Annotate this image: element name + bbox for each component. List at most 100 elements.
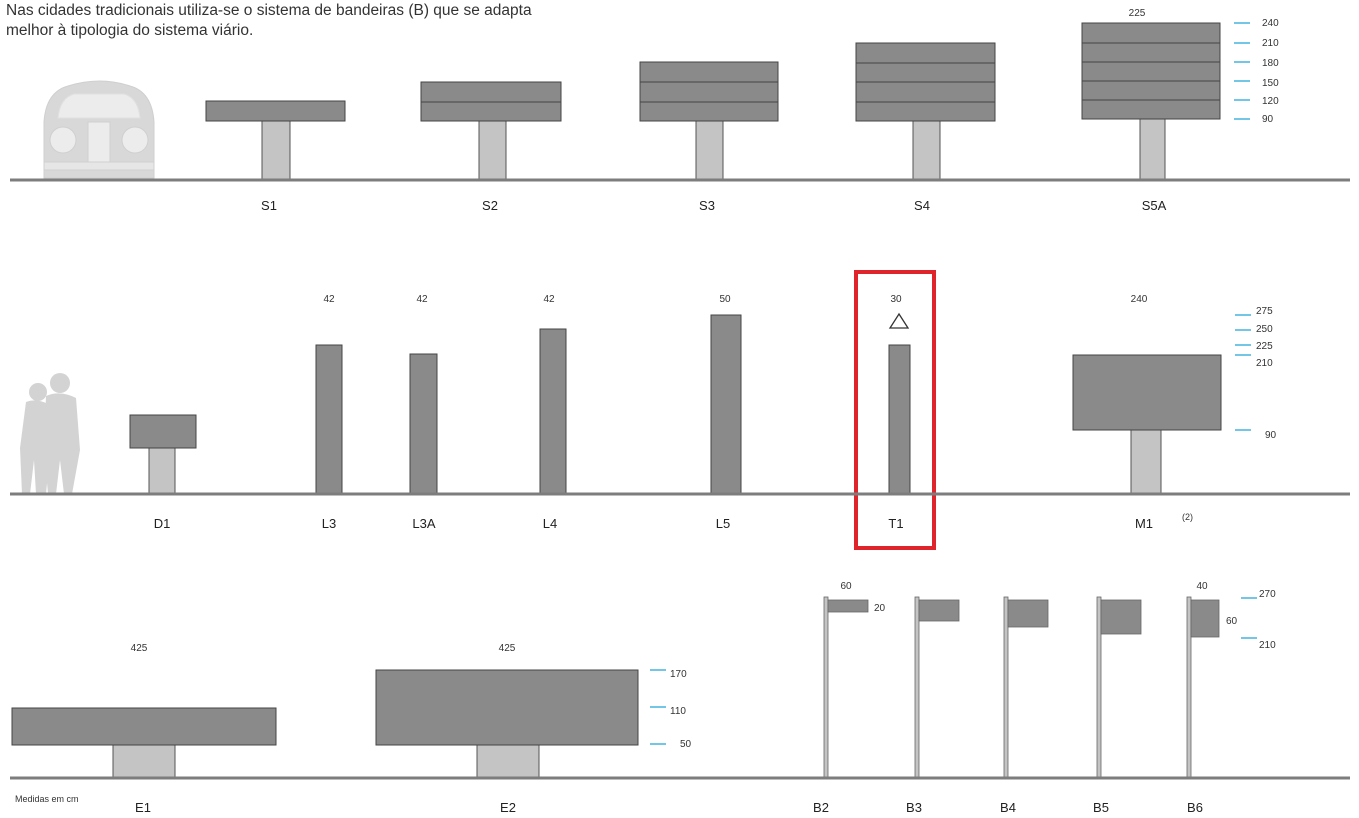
label-s1: S1 [261, 198, 277, 213]
row-3-group: 425 425 170 110 50 60 20 [10, 581, 1350, 815]
scale-label: 110 [670, 706, 686, 717]
label-l3a: L3A [412, 516, 435, 531]
sign-s1 [205, 100, 346, 180]
l3-width-label: 42 [323, 294, 335, 305]
flag-panel [1100, 599, 1142, 635]
panel [1072, 354, 1222, 431]
scale-label: 120 [1262, 96, 1279, 107]
row-1-labels: S1 S2 S3 S4 S5A [261, 198, 1167, 213]
sign-l3: 42 [315, 294, 343, 494]
scale-label: 250 [1256, 324, 1273, 335]
pole [1096, 596, 1102, 779]
sign-b6: 40 60 [1186, 581, 1238, 779]
panel [639, 101, 779, 122]
sign-l4: 42 [539, 294, 567, 494]
row-1-group: 225 240 210 180 150 120 90 S1 S2 S3 S4 S… [10, 8, 1350, 213]
panel [855, 62, 996, 83]
sign-t1: 30 [888, 294, 911, 494]
sign-s5a: 225 [1081, 8, 1221, 180]
sign-s2 [420, 81, 562, 180]
label-s3: S3 [699, 198, 715, 213]
sign-b3 [914, 596, 960, 779]
label-e1: E1 [135, 800, 151, 815]
post [1139, 118, 1166, 180]
intro-line-1: Nas cidades tradicionais utiliza-se o si… [6, 2, 532, 19]
panel [205, 100, 346, 122]
label-s4: S4 [914, 198, 930, 213]
label-b6: B6 [1187, 800, 1203, 815]
label-m1: M1 [1135, 516, 1153, 531]
post [112, 744, 176, 779]
panel [1081, 42, 1221, 63]
scale-label: 225 [1256, 341, 1273, 352]
scale-label: 275 [1256, 306, 1273, 317]
l4-width-label: 42 [543, 294, 555, 305]
m1-height-scale: 275 250 225 210 90 [1235, 306, 1277, 441]
sign-b2: 60 20 [823, 581, 886, 779]
label-b5: B5 [1093, 800, 1109, 815]
panel [855, 42, 996, 64]
label-l3: L3 [322, 516, 336, 531]
sign-l3a: 42 [409, 294, 438, 494]
panel [639, 81, 779, 103]
scale-label: 170 [670, 669, 687, 680]
totem [315, 344, 343, 494]
scale-label: 50 [680, 739, 692, 750]
car-silhouette-icon [43, 80, 155, 179]
flag-panel [1007, 599, 1049, 628]
units-note: Medidas em cm [15, 794, 79, 804]
panel [11, 707, 277, 746]
sign-b5 [1096, 596, 1142, 779]
pole [1003, 596, 1009, 779]
panel [375, 669, 639, 746]
people-silhouette-icon [20, 373, 80, 494]
panel [420, 101, 562, 122]
panel [1081, 99, 1221, 120]
sign-b4 [1003, 596, 1049, 779]
label-s5a: S5A [1142, 198, 1167, 213]
panel [855, 81, 996, 103]
m1-width-label: 240 [1131, 294, 1148, 305]
label-l5: L5 [716, 516, 730, 531]
intro-text: Nas cidades tradicionais utiliza-se o si… [6, 1, 706, 41]
scale-label: 180 [1262, 58, 1279, 69]
label-e2: E2 [500, 800, 516, 815]
t1-highlight-box [854, 270, 936, 550]
scale-label: 210 [1259, 640, 1276, 651]
flag-panel [1190, 599, 1220, 638]
sign-m1: 240 [1072, 294, 1222, 494]
b6-width-label: 40 [1196, 581, 1208, 592]
flag-panel [918, 599, 960, 622]
label-l4: L4 [543, 516, 557, 531]
scale-label: 90 [1265, 430, 1277, 441]
e2-height-scale: 170 110 50 [650, 669, 692, 750]
pole [823, 596, 829, 779]
totem [888, 344, 911, 494]
pole [914, 596, 920, 779]
row-3-labels: E1 E2 B2 B3 B4 B5 B6 [135, 800, 1203, 815]
triangle-outline-icon [888, 312, 910, 329]
scale-label: 90 [1262, 114, 1274, 125]
post [148, 447, 176, 494]
post [695, 120, 724, 180]
panel [639, 61, 779, 83]
label-b2: B2 [813, 800, 829, 815]
scale-label: 270 [1259, 589, 1276, 600]
totem [409, 353, 438, 494]
panel [420, 81, 562, 103]
scale-label: 150 [1262, 78, 1279, 89]
label-t1: T1 [888, 516, 903, 531]
sign-d1 [129, 414, 197, 494]
intro-line-2: melhor à tipologia do sistema viário. [6, 22, 254, 39]
post [261, 120, 291, 180]
label-b4: B4 [1000, 800, 1016, 815]
b6-height-scale: 270 210 [1241, 589, 1276, 651]
panel [1081, 22, 1221, 44]
panel [129, 414, 197, 449]
post [476, 744, 540, 779]
post [912, 120, 941, 180]
panel [1081, 80, 1221, 101]
e1-width-label: 425 [131, 643, 148, 654]
totem [539, 328, 567, 494]
